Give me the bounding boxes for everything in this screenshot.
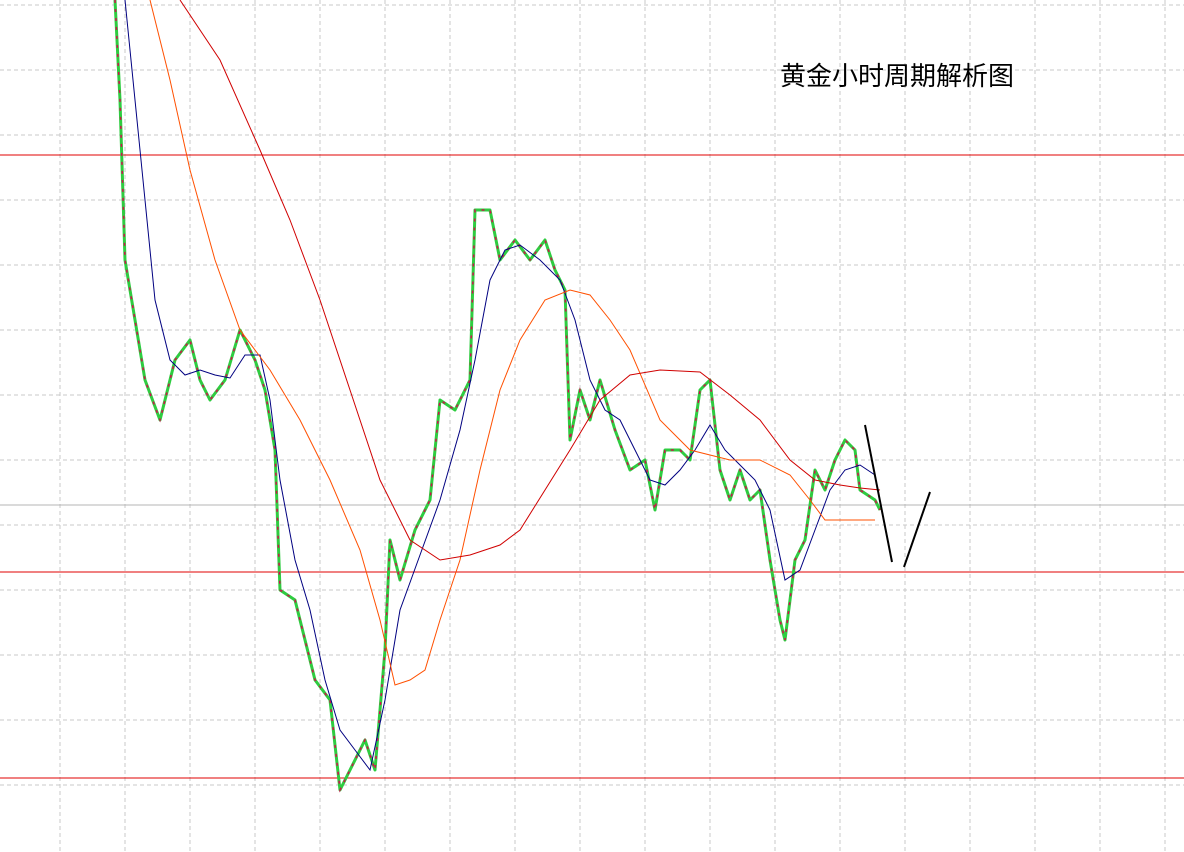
medium-average xyxy=(149,0,875,686)
chart-title: 黄金小时周期解析图 xyxy=(780,62,1014,92)
trend-line xyxy=(864,424,893,563)
slow-average xyxy=(179,0,881,561)
fast-average xyxy=(124,0,876,772)
trend-line xyxy=(903,491,931,568)
price-trace-bearish xyxy=(114,0,881,793)
